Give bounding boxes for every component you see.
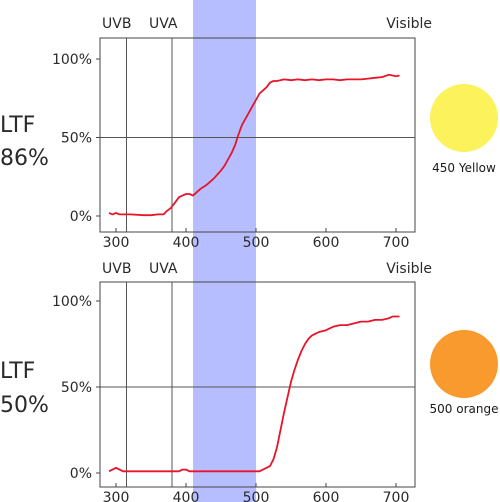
x-tick-label: 400	[173, 490, 200, 502]
x-tick-label: 600	[313, 235, 340, 251]
charts-layer: UVB UVA Visible 0% 50% 100% 300 400 500 600 700 LTF…	[0, 16, 498, 502]
lens-color-label: 450 Yellow	[432, 161, 496, 175]
region-label-visible: Visible	[386, 16, 432, 32]
ltf-value: 86%	[0, 146, 49, 171]
transmission-curve	[108, 73, 400, 217]
ltf-label: LTF	[0, 359, 35, 384]
x-tick-label: 600	[313, 490, 340, 502]
y-tick-label: 0%	[70, 466, 92, 482]
region-label-uva: UVA	[149, 261, 178, 277]
region-label-visible: Visible	[386, 261, 432, 277]
ltf-value: 50%	[0, 393, 49, 418]
ltf-label: LTF	[0, 113, 35, 138]
y-tick-label: 100%	[52, 294, 92, 310]
y-tick-label: 100%	[52, 52, 92, 68]
x-tick-label: 300	[103, 490, 130, 502]
x-tick-label: 700	[383, 235, 410, 251]
lens-color-label: 500 orange	[430, 402, 499, 416]
x-tick-label: 500	[243, 235, 270, 251]
plot-frame	[99, 37, 416, 233]
x-tick-label: 700	[383, 490, 410, 502]
region-label-uva: UVA	[149, 16, 178, 32]
region-label-uvb: UVB	[102, 16, 131, 32]
lens-color-swatch	[430, 330, 498, 398]
y-tick-label: 50%	[61, 131, 92, 147]
x-tick-label: 500	[243, 490, 270, 502]
transmission-curve	[108, 315, 400, 473]
x-tick-label: 300	[103, 235, 130, 251]
y-tick-label: 50%	[61, 380, 92, 396]
y-tick-label: 0%	[70, 209, 92, 225]
plot-frame	[99, 281, 416, 488]
lens-color-swatch	[430, 84, 498, 152]
wavelength-highlight-band	[193, 0, 256, 502]
x-tick-label: 400	[173, 235, 200, 251]
region-label-uvb: UVB	[102, 261, 131, 277]
